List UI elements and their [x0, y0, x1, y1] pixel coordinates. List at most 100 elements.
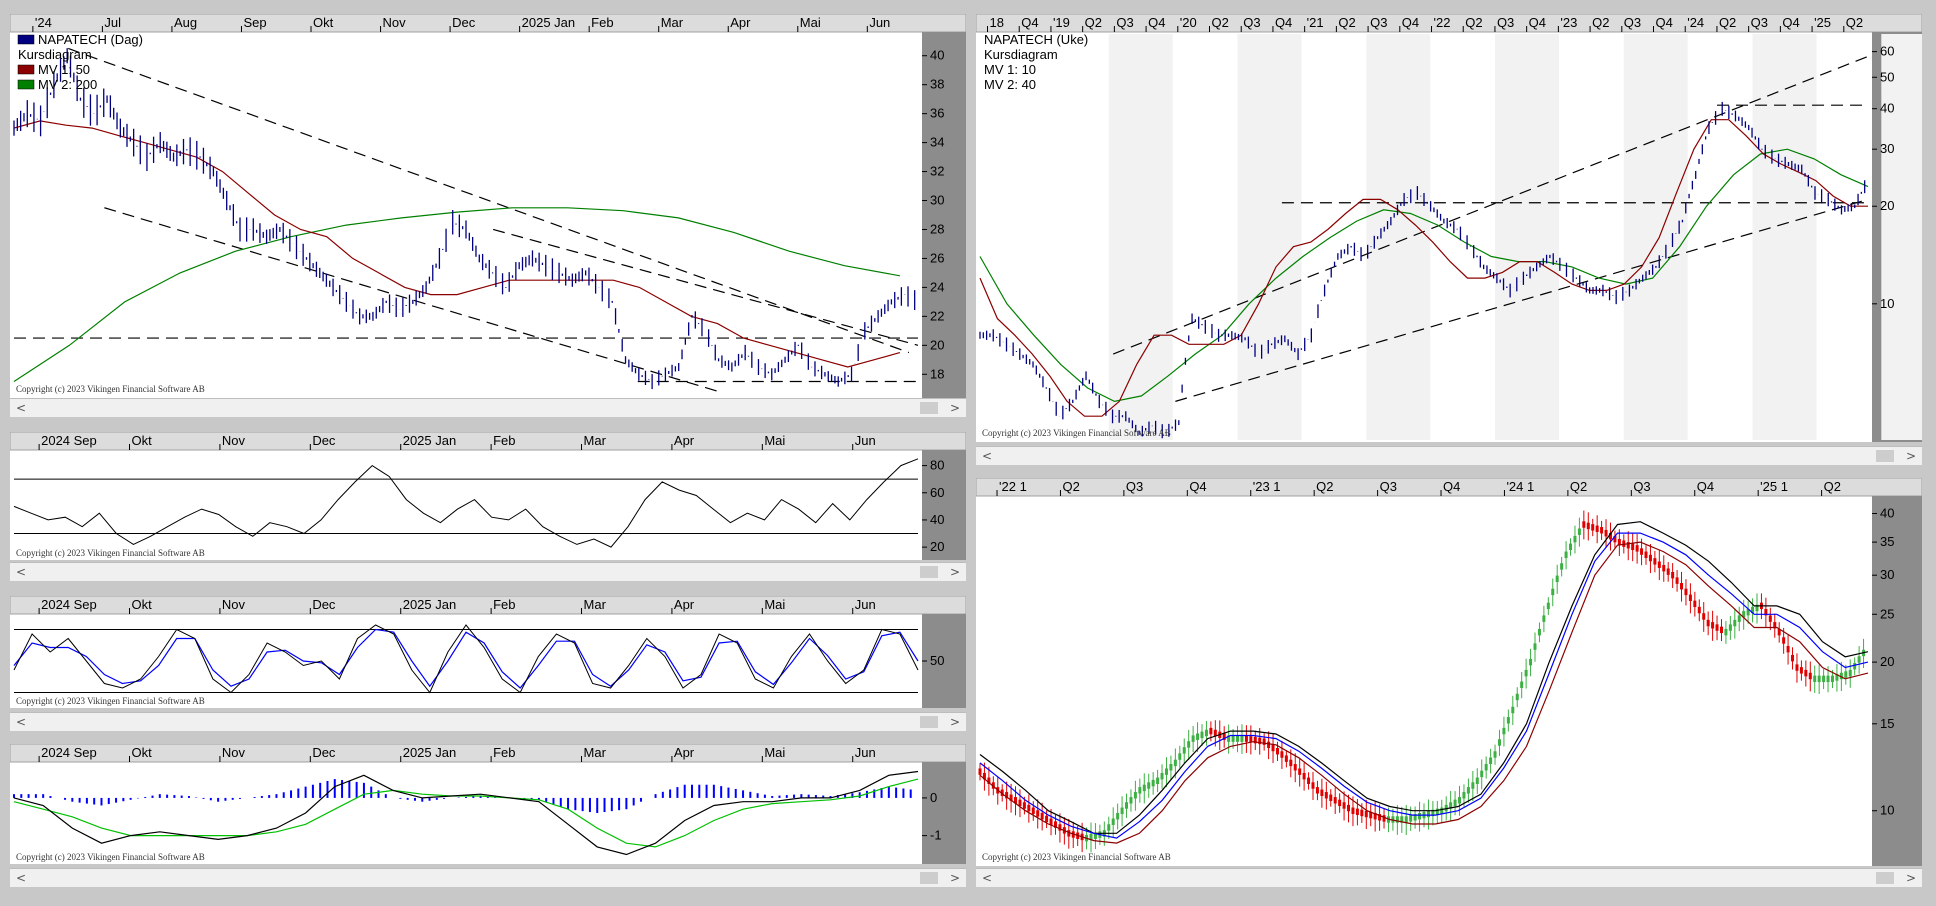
x-tick-label: Q3	[1497, 15, 1514, 30]
value-axis-bar	[922, 450, 966, 560]
candle-body	[1600, 527, 1604, 534]
candle-body	[1728, 624, 1732, 631]
candle-body	[1191, 735, 1195, 742]
candle-body	[1111, 818, 1115, 825]
stochastic-chart[interactable]: 2024 Sep Okt Nov Dec 2025 Jan Feb Mar Apr Mai Jun…	[10, 596, 966, 708]
candle-body	[1817, 675, 1821, 683]
candle-body	[1666, 568, 1670, 575]
x-tick-label: '24	[35, 15, 52, 30]
y-tick-label: 40	[930, 48, 944, 63]
candle-body	[1338, 799, 1342, 807]
stochastic-slow-line	[13, 628, 919, 689]
time-axis-bar	[10, 744, 966, 763]
candle-body	[1116, 812, 1120, 820]
candle-scrollbar[interactable]: < >	[976, 868, 1922, 887]
x-tick-label: Q2	[1592, 15, 1609, 30]
time-axis-bar	[10, 432, 966, 451]
stochastic-scrollbar[interactable]: < >	[10, 712, 966, 731]
macd-line	[13, 770, 919, 856]
x-tick-label: Q2	[1062, 479, 1079, 494]
candle-body	[1684, 588, 1688, 596]
candle-body	[1182, 747, 1186, 754]
candle-body	[1746, 608, 1750, 616]
candle-body	[1551, 588, 1555, 596]
scroll-left-icon[interactable]: <	[981, 449, 993, 463]
scroll-thumb[interactable]	[920, 716, 938, 728]
x-tick-label: Feb	[493, 597, 515, 612]
y-tick-label: 40	[1880, 101, 1894, 116]
scroll-thumb[interactable]	[920, 872, 938, 884]
x-tick-label: Q2	[1824, 479, 1841, 494]
scroll-thumb[interactable]	[1876, 872, 1894, 884]
candle-body	[1795, 664, 1799, 671]
scroll-right-icon[interactable]: >	[1905, 871, 1917, 885]
candle-body	[1608, 532, 1612, 540]
x-tick-label: Q4	[1402, 15, 1419, 30]
scroll-left-icon[interactable]: <	[15, 715, 27, 729]
candle-body	[1342, 802, 1346, 809]
candle-body	[1307, 777, 1311, 785]
candle-body	[1742, 611, 1746, 618]
candle-body	[1222, 733, 1226, 740]
rsi-chart[interactable]: 2024 Sep Okt Nov Dec 2025 Jan Feb Mar Apr Mai Jun…	[10, 432, 966, 560]
weekly-price-chart[interactable]: 18 Q4 '19 Q2 Q3 Q4 '20 Q2 Q3 Q4 '21 Q2 Q3 Q4 '22 Q2 Q3 Q4…	[976, 14, 1922, 442]
candle-body	[1315, 787, 1319, 794]
macd-chart[interactable]: 2024 Sep Okt Nov Dec 2025 Jan Feb Mar Apr Mai Jun…	[10, 744, 966, 864]
time-axis-bar	[976, 478, 1922, 497]
stochastic-panel: 2024 Sep Okt Nov Dec 2025 Jan Feb Mar Apr Mai Jun…	[10, 596, 966, 708]
rsi-scrollbar[interactable]: < >	[10, 562, 966, 581]
scroll-left-icon[interactable]: <	[15, 565, 27, 579]
scroll-left-icon[interactable]: <	[15, 401, 27, 415]
scroll-right-icon[interactable]: >	[949, 401, 961, 415]
scroll-thumb[interactable]	[1876, 450, 1894, 462]
copyright-text: Copyright (c) 2023 Vikingen Financial So…	[982, 852, 1171, 862]
x-tick-label: Apr	[674, 433, 695, 448]
x-tick-label: Q2	[1212, 15, 1229, 30]
daily-scrollbar[interactable]: < >	[10, 398, 966, 417]
daily-price-chart[interactable]: '24 Jul Aug Sep Okt Nov Dec 2025 Jan Feb Mar Apr Ma…	[10, 14, 966, 398]
candle-body	[1484, 764, 1488, 771]
candle-body	[1320, 789, 1324, 796]
candle-body	[1449, 802, 1453, 809]
candle-body	[1244, 735, 1248, 742]
scroll-left-icon[interactable]: <	[15, 871, 27, 885]
x-tick-label: '24 1	[1506, 479, 1534, 494]
macd-scrollbar[interactable]: < >	[10, 868, 966, 887]
candle-body	[1329, 794, 1333, 801]
candle-body	[1586, 522, 1590, 530]
y-tick-label: 32	[930, 164, 944, 179]
legend-entry: MV 2: 40	[984, 77, 1036, 92]
scroll-right-icon[interactable]: >	[1905, 449, 1917, 463]
candle-body	[1364, 810, 1368, 818]
candle-body	[1604, 529, 1608, 537]
rsi-line	[13, 458, 919, 548]
x-tick-label: '24	[1687, 15, 1704, 30]
y-tick-label: 34	[930, 135, 944, 150]
scroll-right-icon[interactable]: >	[949, 871, 961, 885]
period-shade	[1752, 34, 1817, 440]
candle-body	[1404, 816, 1408, 823]
candle-body	[1107, 824, 1111, 831]
candle-body	[1204, 729, 1208, 737]
y-tick-label: 15	[1880, 716, 1894, 731]
candle-body	[1804, 669, 1808, 677]
scroll-left-icon[interactable]: <	[981, 871, 993, 885]
candle-body	[1520, 681, 1524, 688]
scroll-thumb[interactable]	[920, 402, 938, 414]
candle-body	[1018, 799, 1022, 807]
scroll-right-icon[interactable]: >	[949, 715, 961, 729]
candle-body	[1089, 833, 1093, 841]
x-tick-label: Aug	[174, 15, 197, 30]
x-tick-label: Q3	[1243, 15, 1260, 30]
legend-swatch	[17, 64, 35, 75]
weekly-price-panel: 18 Q4 '19 Q2 Q3 Q4 '20 Q2 Q3 Q4 '21 Q2 Q3 Q4 '22 Q2 Q3 Q4…	[976, 14, 1922, 442]
candle-body	[1409, 815, 1413, 822]
scroll-thumb[interactable]	[920, 566, 938, 578]
weekly-candle-chart[interactable]: '22 1 Q2 Q3 Q4 '23 1 Q2 Q3 Q4 '24 1 Q2 Q3 Q4 '25 1 Q2…	[976, 478, 1922, 866]
candle-body	[1657, 561, 1661, 568]
y-tick-label: 20	[930, 337, 944, 352]
weekly-scrollbar[interactable]: < >	[976, 446, 1922, 465]
x-tick-label: Dec	[312, 597, 336, 612]
candle-body	[1293, 764, 1297, 771]
scroll-right-icon[interactable]: >	[949, 565, 961, 579]
